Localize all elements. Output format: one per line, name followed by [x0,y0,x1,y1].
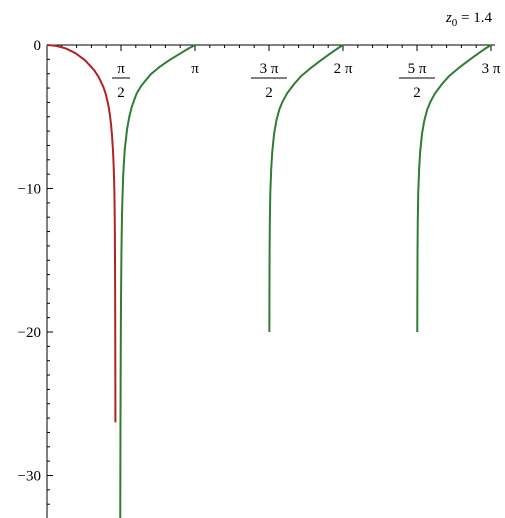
x-tick-fraction: 3 π 2 [251,61,287,101]
y-tick-label: −30 [18,469,41,485]
x-tick-fraction: 5 π 2 [398,61,435,101]
series-curve-4 [416,44,492,333]
y-tick-label: 0 [34,38,42,54]
x-tick-label: 2 π [334,61,353,77]
parameter-annotation: z0 = 1.4 [445,10,493,29]
x-tick-denominator: 2 [413,85,421,101]
series-curve-3 [268,44,344,333]
x-tick-denominator: 2 [265,85,273,101]
x-tick-label: 3 π [482,61,501,77]
x-tick-denominator: 2 [117,85,125,101]
series-curve-1 [46,44,117,423]
x-tick-label: π [191,61,199,77]
x-tick-fraction: π2 [112,61,131,101]
x-tick-numerator: π [117,61,125,77]
series-curve-2 [119,44,196,518]
curves [46,44,492,518]
y-tick-label: −10 [18,182,41,198]
x-tick-numerator: 5 π [408,61,427,77]
y-tick-label: −20 [18,325,41,341]
x-tick-numerator: 3 π [260,61,279,77]
